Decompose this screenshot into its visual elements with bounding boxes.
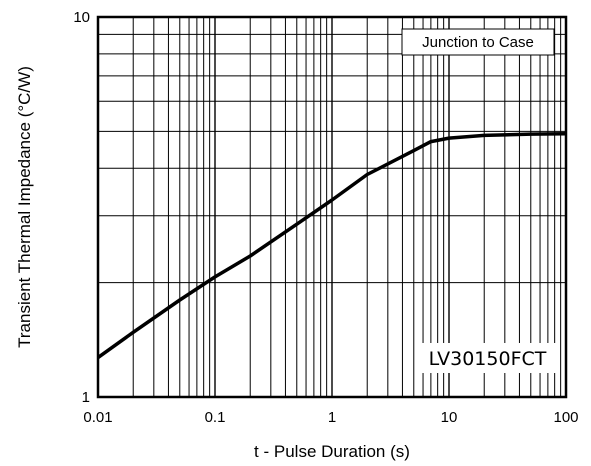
x-axis-title: t - Pulse Duration (s) (254, 442, 410, 461)
legend-box: Junction to Case (401, 28, 555, 56)
y-tick-label: 1 (82, 389, 90, 406)
impedance-curve (96, 131, 567, 360)
grid-lines (98, 17, 566, 397)
x-tick-label: 0.01 (83, 409, 112, 426)
x-tick-label: 10 (441, 409, 458, 426)
x-tick-label: 0.1 (205, 409, 226, 426)
legend-label: Junction to Case (422, 34, 534, 51)
x-tick-label: 100 (553, 409, 578, 426)
x-tick-labels: 0.01 0.1 1 10 100 (83, 409, 578, 426)
y-axis-title: Transient Thermal Impedance (°C/W) (15, 66, 34, 348)
part-number-box: LV30150FCT (416, 343, 559, 373)
series-layer (96, 131, 567, 360)
part-number-label: LV30150FCT (429, 348, 547, 370)
y-tick-labels: 1 10 (73, 9, 90, 406)
plot-frame (96, 15, 568, 399)
x-tick-label: 1 (328, 409, 336, 426)
y-tick-label: 10 (73, 9, 90, 26)
